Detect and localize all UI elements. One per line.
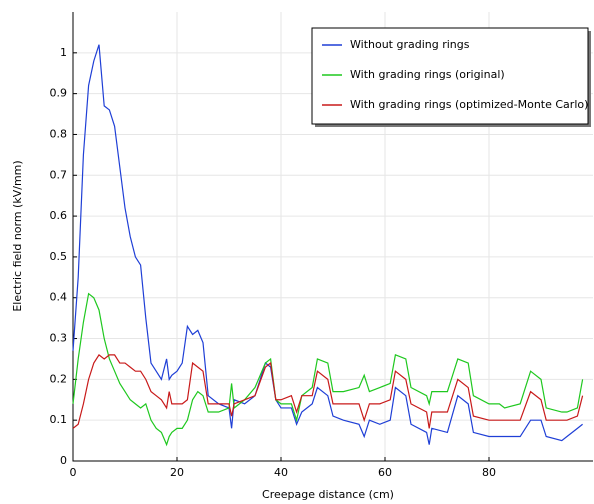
y-tick-label: 0.3 xyxy=(50,332,68,345)
y-tick-label: 0.9 xyxy=(50,87,68,100)
legend-label: With grading rings (optimized-Monte Carl… xyxy=(350,98,588,111)
x-axis-label: Creepage distance (cm) xyxy=(262,488,394,501)
y-tick-label: 0.4 xyxy=(50,291,68,304)
legend-label: With grading rings (original) xyxy=(350,68,505,81)
x-tick-label: 60 xyxy=(378,466,392,479)
x-tick-label: 80 xyxy=(482,466,496,479)
legend-label: Without grading rings xyxy=(350,38,470,51)
x-tick-label: 40 xyxy=(274,466,288,479)
y-tick-label: 0.6 xyxy=(50,209,68,222)
x-tick-label: 0 xyxy=(70,466,77,479)
series-line xyxy=(72,353,584,429)
y-tick-label: 1 xyxy=(60,46,67,59)
y-tick-label: 0.5 xyxy=(50,250,68,263)
x-tick-label: 20 xyxy=(170,466,184,479)
y-tick-label: 0.8 xyxy=(50,127,68,140)
y-tick-label: 0.2 xyxy=(50,372,68,385)
series-line xyxy=(72,292,584,447)
y-axis-label: Electric field norm (kV/mm) xyxy=(11,160,24,311)
axes-frame xyxy=(72,12,593,462)
y-tick-label: 0.7 xyxy=(50,168,68,181)
legend-box xyxy=(311,27,589,125)
y-tick-label: 0.1 xyxy=(50,413,68,426)
y-tick-label: 0 xyxy=(60,454,67,467)
